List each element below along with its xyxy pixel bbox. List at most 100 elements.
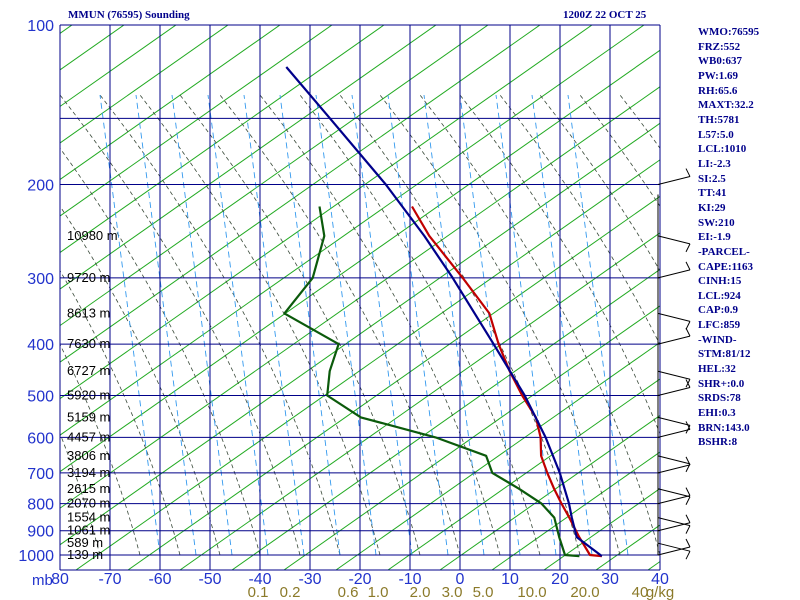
height-label: 2070 m — [67, 496, 110, 511]
dry-adiabat — [60, 122, 660, 546]
sounding-index: CAP:0.9 — [698, 304, 739, 317]
mixing-ratio-line — [495, 94, 557, 556]
temperature-tick-label: 10 — [501, 571, 519, 588]
sounding-index: -PARCEL- — [698, 245, 750, 258]
mixing-ratio-line — [135, 94, 197, 556]
sounding-index: SW:210 — [698, 216, 735, 229]
sounding-index: -WIND- — [698, 333, 737, 346]
dry-adiabat — [60, 25, 593, 400]
temperature-tick-label: -70 — [98, 571, 121, 588]
sounding-index: EHI:0.3 — [698, 407, 736, 420]
moist-adiabat — [780, 95, 800, 555]
pressure-tick-label: 100 — [27, 18, 54, 35]
height-label: 3194 m — [67, 465, 110, 480]
wind-barb — [657, 370, 691, 388]
wind-barb — [657, 488, 691, 506]
temperature-tick-label: -10 — [398, 571, 421, 588]
dry-adiabat — [335, 341, 660, 570]
wind-barb — [657, 379, 691, 396]
grid — [59, 24, 661, 571]
mixing-ratio-label: 2.0 — [410, 584, 431, 600]
height-label: 7630 m — [67, 336, 110, 351]
mixing-ratio-label: 40 — [632, 584, 649, 600]
pressure-tick-label: 800 — [27, 497, 54, 514]
moist-adiabat — [299, 94, 541, 556]
dry-adiabat — [75, 159, 660, 570]
sounding-index: WMO:76595 — [698, 26, 760, 38]
dry-adiabat — [60, 25, 177, 108]
sounding-index: LI:-2.3 — [698, 157, 731, 170]
temperature-tick-label: 30 — [601, 571, 619, 588]
pressure-tick-label: 900 — [27, 524, 54, 541]
wind-barb — [657, 538, 691, 556]
pressure-axis-label: mb — [32, 572, 53, 589]
mixing-ratio-label: 1.0 — [368, 584, 389, 600]
chart-title: MMUN (76595) Sounding — [68, 9, 190, 21]
pressure-tick-label: 500 — [27, 388, 54, 405]
temperature-tick-label: -40 — [248, 571, 271, 588]
series-lines — [283, 66, 603, 558]
wind-barb — [657, 517, 691, 534]
sounding-index: LFC:859 — [698, 319, 741, 332]
moist-adiabat — [60, 553, 61, 555]
wind-barb — [657, 487, 691, 505]
mixing-ratio-line — [423, 94, 485, 556]
sounding-index: L57:5.0 — [698, 128, 734, 141]
mixing-ratio-label: 0.2 — [280, 584, 301, 600]
temperature-tick-label: -30 — [298, 571, 321, 588]
background-lines — [60, 0, 800, 570]
dry-adiabat — [491, 451, 660, 570]
sounding-index: TT:41 — [698, 187, 727, 200]
height-label: 3806 m — [67, 448, 110, 463]
sounding-index: BSHR:8 — [698, 436, 738, 449]
dewpoint-line — [283, 206, 580, 558]
height-label: 1554 m — [67, 510, 110, 525]
dry-adiabat — [439, 414, 660, 570]
mixing-ratio-label: 10.0 — [517, 584, 546, 600]
temperature-tick-label: 80 — [51, 571, 69, 588]
sounding-index: CAPE:1163 — [698, 260, 753, 273]
height-label: 139 m — [67, 547, 103, 562]
height-label: 6727 m — [67, 363, 110, 378]
mixing-ratio-line — [99, 94, 161, 556]
wind-barb — [657, 327, 691, 345]
moist-adiabat — [419, 94, 660, 556]
wind-barb — [657, 416, 691, 434]
sounding-index: CINH:15 — [698, 275, 742, 288]
wind-barb — [657, 455, 691, 473]
dry-adiabat — [60, 86, 660, 509]
sounding-index: BRN:143.0 — [698, 421, 750, 434]
dry-adiabat — [60, 25, 541, 363]
moist-adiabat — [179, 94, 421, 556]
dry-adiabat — [387, 378, 660, 570]
pressure-tick-label: 200 — [27, 178, 54, 195]
wind-barb — [657, 312, 691, 330]
sounding-index: EI:-1.9 — [698, 231, 731, 244]
sounding-indices-panel: WMO:76595 FRZ:552 WB0:637 PW:1.69 RH:65.6 MAX… — [698, 25, 759, 450]
sounding-datetime: 1200Z 22 OCT 25 — [563, 9, 647, 21]
dry-adiabat — [60, 49, 660, 473]
dry-adiabat — [60, 25, 489, 327]
wind-barb — [657, 421, 691, 438]
mixing-ratio-line — [459, 94, 521, 556]
sounding-index: SRDS:78 — [698, 392, 741, 405]
sounding-index: LCL:924 — [698, 289, 741, 302]
pressure-tick-label: 1000 — [18, 548, 54, 565]
moist-adiabat — [219, 94, 461, 556]
height-label: 10980 m — [67, 228, 118, 243]
height-label: 1061 m — [67, 523, 110, 538]
moist-adiabat — [60, 432, 101, 556]
mixing-ratio-line — [567, 94, 629, 556]
dry-adiabat — [60, 25, 385, 254]
moist-adiabat — [499, 94, 660, 346]
moist-adiabat — [379, 94, 621, 556]
mixing-ratio-label: 20.0 — [570, 584, 599, 600]
pressure-tick-label: 700 — [27, 466, 54, 483]
mixing-ratio-line — [243, 94, 305, 556]
sounding-index: PW:1.69 — [698, 69, 739, 82]
height-label: 8613 m — [67, 305, 110, 320]
sounding-index: RH:65.6 — [698, 84, 738, 97]
height-label: 589 m — [67, 535, 103, 550]
dry-adiabat — [752, 0, 800, 570]
mixing-ratio-line — [531, 94, 593, 556]
